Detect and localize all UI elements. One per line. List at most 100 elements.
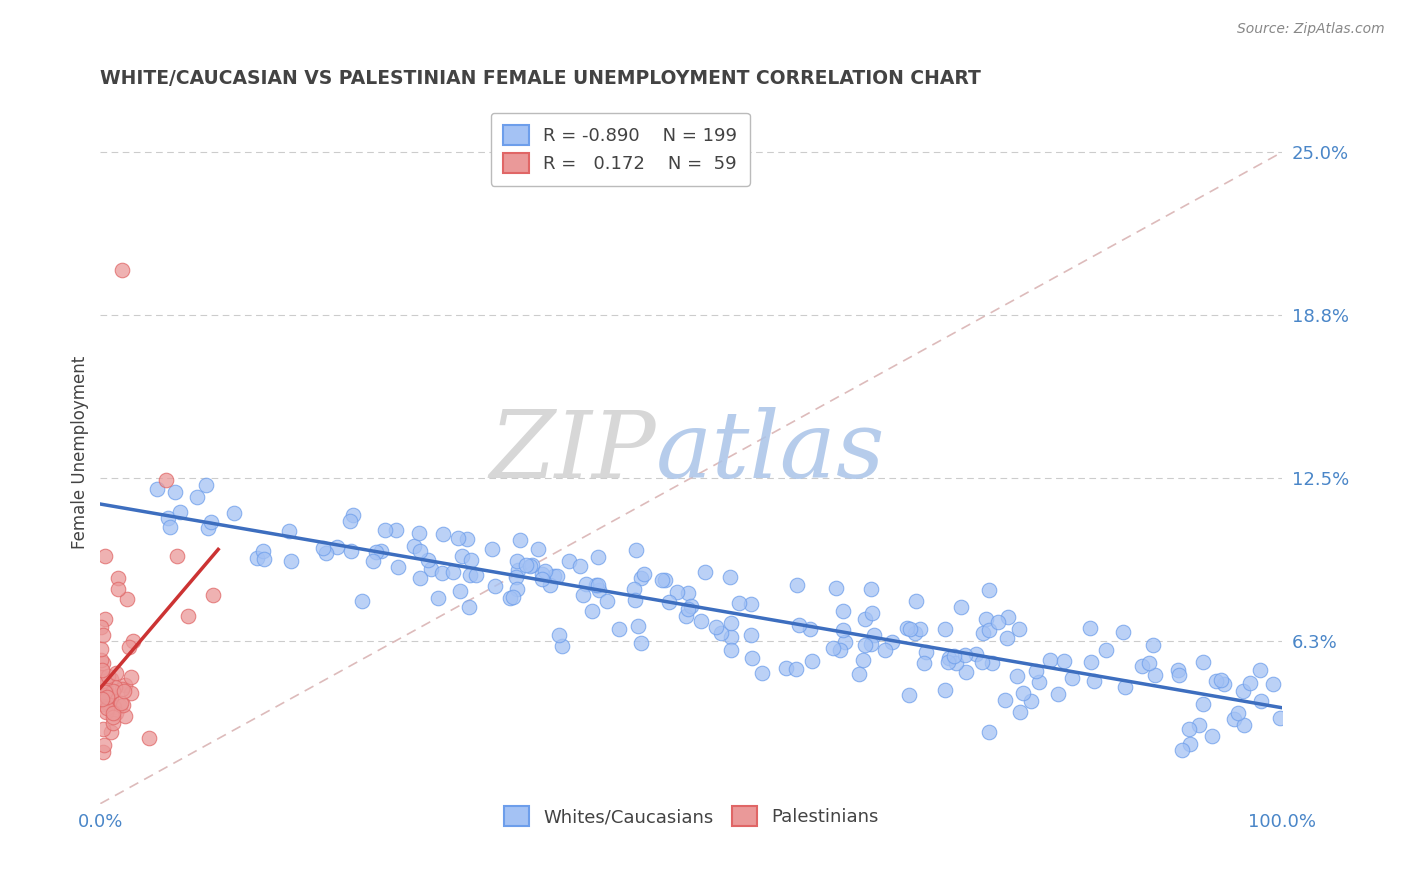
Point: [117, 640, 139, 654]
Point: [977, 624, 1000, 638]
Point: [342, 508, 364, 522]
Point: [848, 667, 870, 681]
Point: [100, 724, 122, 739]
Point: [896, 621, 918, 635]
Point: [1239, 676, 1261, 690]
Point: [484, 579, 506, 593]
Point: [94, 685, 117, 699]
Point: [720, 615, 742, 630]
Point: [1187, 717, 1209, 731]
Point: [860, 606, 883, 620]
Point: [1144, 668, 1167, 682]
Point: [370, 544, 392, 558]
Point: [90, 692, 112, 706]
Point: [658, 595, 681, 609]
Point: [91, 663, 114, 677]
Point: [90, 653, 112, 667]
Point: [447, 531, 470, 545]
Point: [546, 568, 568, 582]
Point: [718, 569, 741, 583]
Y-axis label: Female Unemployment: Female Unemployment: [72, 355, 89, 549]
Point: [720, 642, 742, 657]
Point: [934, 683, 956, 698]
Point: [873, 642, 896, 657]
Point: [101, 683, 124, 698]
Point: [548, 628, 571, 642]
Point: [1232, 683, 1254, 698]
Point: [373, 523, 395, 537]
Point: [1137, 657, 1160, 671]
Point: [252, 543, 274, 558]
Point: [955, 665, 977, 679]
Point: [506, 582, 529, 596]
Point: [419, 562, 441, 576]
Point: [385, 523, 408, 537]
Point: [96, 690, 118, 704]
Point: [1095, 643, 1118, 657]
Point: [586, 549, 609, 564]
Point: [527, 541, 550, 556]
Point: [575, 577, 598, 591]
Point: [934, 622, 956, 636]
Point: [588, 582, 610, 597]
Point: [704, 620, 727, 634]
Point: [1168, 668, 1191, 682]
Point: [194, 478, 217, 492]
Point: [530, 572, 553, 586]
Point: [96, 705, 118, 719]
Point: [995, 631, 1018, 645]
Point: [955, 648, 977, 662]
Point: [676, 602, 699, 616]
Point: [186, 491, 208, 505]
Point: [107, 571, 129, 585]
Point: [972, 655, 994, 669]
Point: [366, 545, 388, 559]
Point: [458, 599, 481, 614]
Point: [339, 514, 361, 528]
Point: [633, 566, 655, 581]
Point: [100, 692, 122, 706]
Point: [936, 656, 959, 670]
Point: [200, 515, 222, 529]
Point: [1250, 694, 1272, 708]
Point: [830, 643, 852, 657]
Point: [114, 678, 136, 692]
Point: [1025, 664, 1047, 678]
Point: [623, 582, 645, 596]
Point: [1192, 655, 1215, 669]
Point: [110, 262, 132, 277]
Point: [651, 573, 673, 587]
Point: [93, 738, 115, 752]
Point: [569, 559, 592, 574]
Point: [94, 673, 117, 688]
Point: [97, 668, 120, 682]
Point: [460, 568, 482, 582]
Point: [551, 639, 574, 653]
Point: [326, 540, 349, 554]
Point: [506, 563, 529, 577]
Point: [897, 688, 920, 702]
Point: [1028, 674, 1050, 689]
Point: [965, 647, 987, 661]
Point: [93, 722, 115, 736]
Point: [315, 545, 337, 559]
Point: [910, 622, 932, 636]
Point: [1005, 669, 1028, 683]
Point: [915, 645, 938, 659]
Point: [863, 627, 886, 641]
Point: [94, 688, 117, 702]
Point: [352, 594, 374, 608]
Point: [155, 473, 177, 487]
Point: [675, 609, 697, 624]
Point: [1191, 698, 1213, 712]
Point: [538, 578, 561, 592]
Point: [94, 549, 117, 563]
Point: [104, 706, 127, 720]
Point: [1268, 711, 1291, 725]
Text: WHITE/CAUCASIAN VS PALESTINIAN FEMALE UNEMPLOYMENT CORRELATION CHART: WHITE/CAUCASIAN VS PALESTINIAN FEMALE UN…: [100, 69, 981, 87]
Point: [120, 670, 142, 684]
Point: [852, 653, 875, 667]
Point: [100, 672, 122, 686]
Point: [786, 578, 808, 592]
Point: [740, 597, 762, 611]
